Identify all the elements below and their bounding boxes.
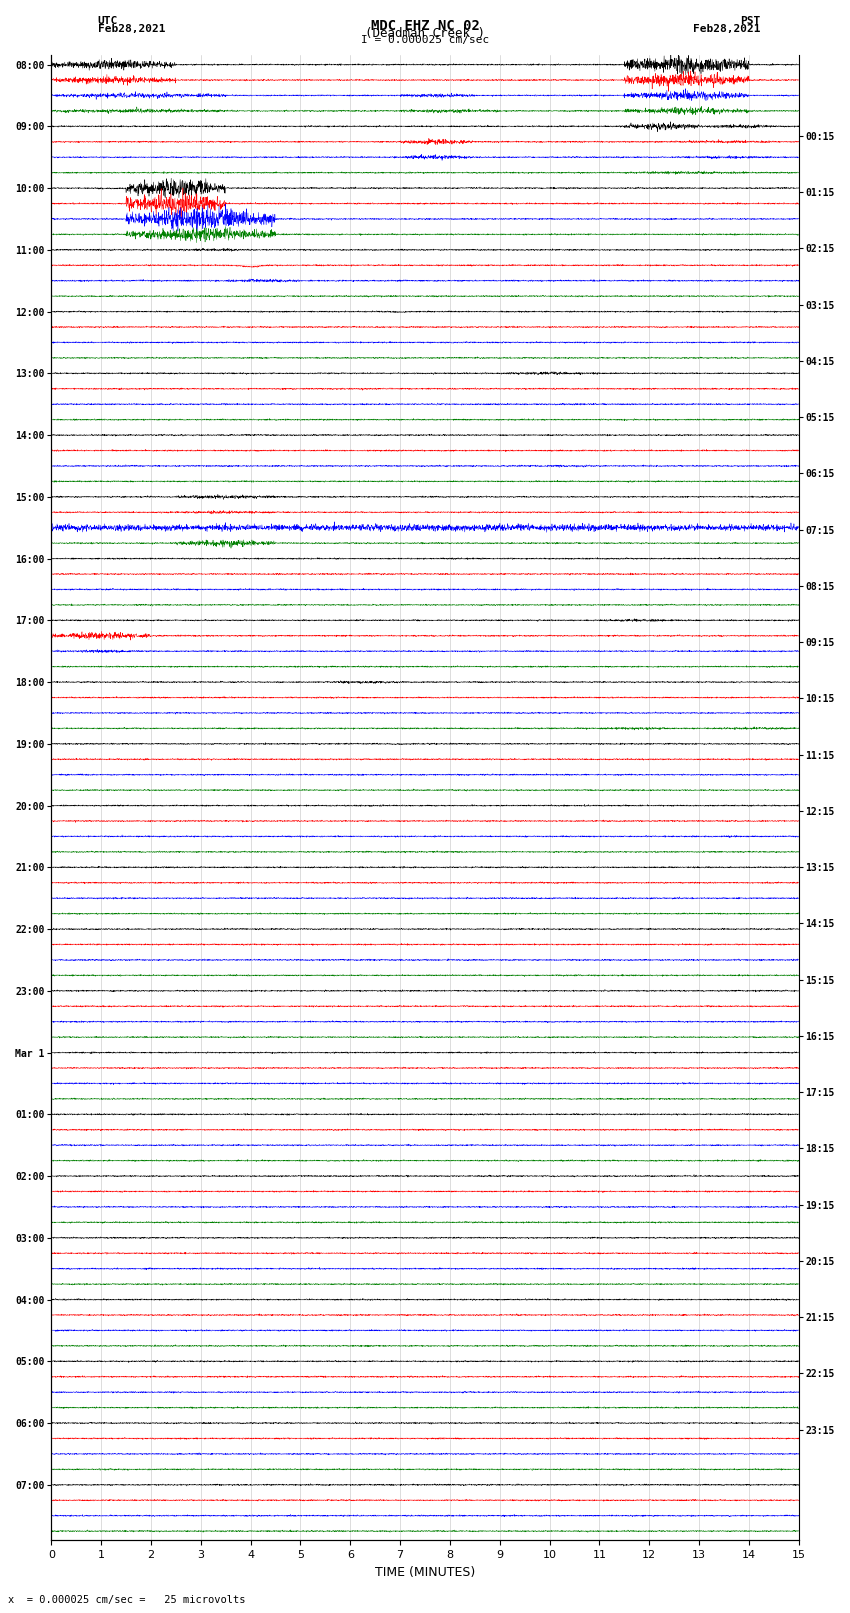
Text: PST: PST [740, 16, 761, 26]
Text: MDC EHZ NC 02: MDC EHZ NC 02 [371, 19, 479, 34]
Text: UTC: UTC [98, 16, 118, 26]
Text: Feb28,2021: Feb28,2021 [694, 24, 761, 34]
Text: Feb28,2021: Feb28,2021 [98, 24, 165, 34]
X-axis label: TIME (MINUTES): TIME (MINUTES) [375, 1566, 475, 1579]
Text: I = 0.000025 cm/sec: I = 0.000025 cm/sec [361, 35, 489, 45]
Text: (Deadman Creek ): (Deadman Creek ) [365, 27, 485, 40]
Text: x  = 0.000025 cm/sec =   25 microvolts: x = 0.000025 cm/sec = 25 microvolts [8, 1595, 246, 1605]
